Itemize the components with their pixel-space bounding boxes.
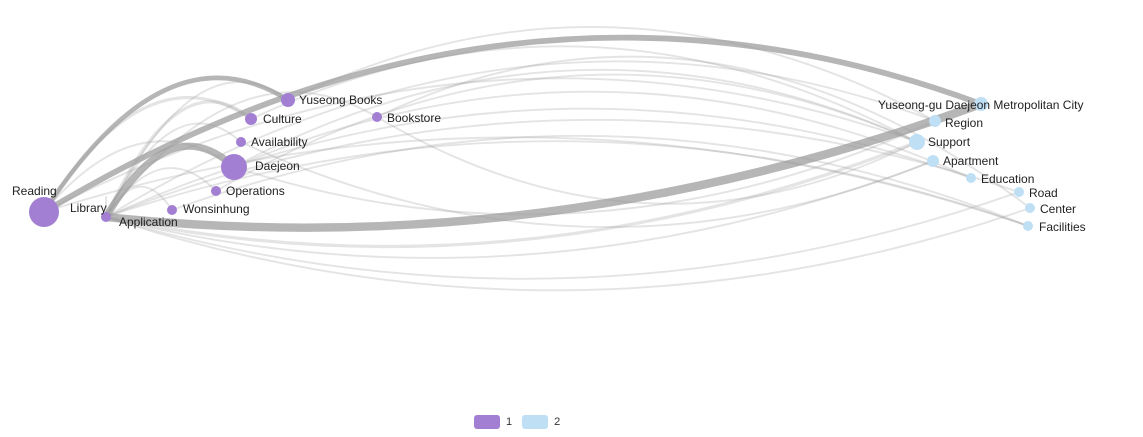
node-availability[interactable] (236, 137, 246, 147)
node-education[interactable] (966, 173, 976, 183)
node-reading[interactable] (29, 197, 59, 227)
node-yuseong-gu[interactable] (974, 97, 988, 111)
edge-library-region (105, 60, 936, 218)
node-label-reading: Reading (12, 184, 57, 198)
edge-library-apartment (105, 160, 934, 259)
edge-library-daejeon (102, 142, 238, 221)
edge-library-culture (104, 100, 253, 219)
labels-layer: Reading Library Application Wonsinhung Opera… (12, 93, 1086, 234)
node-label-bookstore: Bookstore (387, 111, 441, 125)
edge-reading-yuseong-books (41, 75, 291, 215)
node-region[interactable] (929, 115, 941, 127)
edge-wonsinhung-facilities (171, 134, 1029, 227)
edge-bookstore-center (376, 55, 1031, 209)
node-wonsinhung[interactable] (167, 205, 177, 215)
node-culture[interactable] (245, 113, 257, 125)
node-road[interactable] (1014, 187, 1024, 197)
legend-label-group-2: 2 (554, 416, 561, 428)
legend-swatch-group-1 (474, 415, 500, 429)
edge-reading-facilities (43, 136, 1029, 227)
node-label-facilities: Facilities (1039, 220, 1086, 234)
node-center[interactable] (1025, 203, 1035, 213)
edge-reading-daejeon (43, 140, 235, 213)
legend-item-group-1[interactable]: 1 (474, 415, 512, 429)
edge-operations-support (215, 73, 918, 192)
node-library[interactable] (101, 212, 111, 222)
edge-reading-yuseong-gu (41, 34, 984, 215)
edge-library-availability (105, 122, 242, 218)
node-label-culture: Culture (263, 112, 302, 126)
legend-item-group-2[interactable]: 2 (522, 415, 560, 429)
edge-daejeon-support (233, 68, 918, 168)
legend: 1 2 (474, 414, 560, 430)
node-label-daejeon: Daejeon (255, 159, 300, 173)
edge-daejeon-region (233, 120, 936, 216)
node-bookstore[interactable] (372, 112, 382, 122)
edge-library-yuseong-books (105, 81, 289, 218)
edge-culture-support (250, 45, 918, 143)
node-facilities[interactable] (1023, 221, 1033, 231)
legend-swatch-group-2 (522, 415, 549, 429)
node-support[interactable] (909, 134, 925, 150)
node-label-region: Region (945, 116, 983, 130)
edge-library-support (104, 140, 919, 249)
edge-yuseong-books-region (287, 26, 936, 122)
edge-daejeon-education (233, 90, 972, 179)
legend-label-group-1: 1 (506, 416, 513, 428)
edge-application-road (105, 191, 1020, 280)
edge-bookstore-support (376, 116, 918, 205)
node-operations[interactable] (211, 186, 221, 196)
edge-library-bookstore (105, 91, 378, 218)
node-label-apartment: Apartment (943, 154, 999, 168)
node-label-yuseong-gu: Yuseong-gu Daejeon Metropolitan City (878, 98, 1083, 112)
node-label-center: Center (1040, 202, 1076, 216)
node-yuseong-books[interactable] (281, 93, 295, 107)
node-label-application: Application (119, 215, 178, 229)
edge-reading-support (43, 77, 918, 213)
edges-layer (41, 26, 1031, 292)
node-label-yuseong-books: Yuseong Books (299, 93, 382, 107)
edge-library-yuseong-gu (101, 99, 986, 232)
node-apartment[interactable] (927, 155, 939, 167)
edge-reading-culture (42, 95, 253, 214)
edge-library-center (105, 207, 1031, 292)
node-label-library: Library (70, 201, 107, 215)
node-label-wonsinhung: Wonsinhung (183, 202, 250, 216)
node-daejeon[interactable] (221, 154, 247, 180)
node-label-availability: Availability (251, 135, 307, 149)
nodes-layer (29, 93, 1035, 231)
node-label-operations: Operations (226, 184, 285, 198)
edge-library-wonsinhung (105, 185, 173, 218)
node-label-education: Education (981, 172, 1034, 186)
edge-library-operations (105, 167, 217, 218)
edge-availability-apartment (240, 141, 934, 228)
node-label-road: Road (1029, 186, 1058, 200)
node-label-support: Support (928, 135, 971, 149)
